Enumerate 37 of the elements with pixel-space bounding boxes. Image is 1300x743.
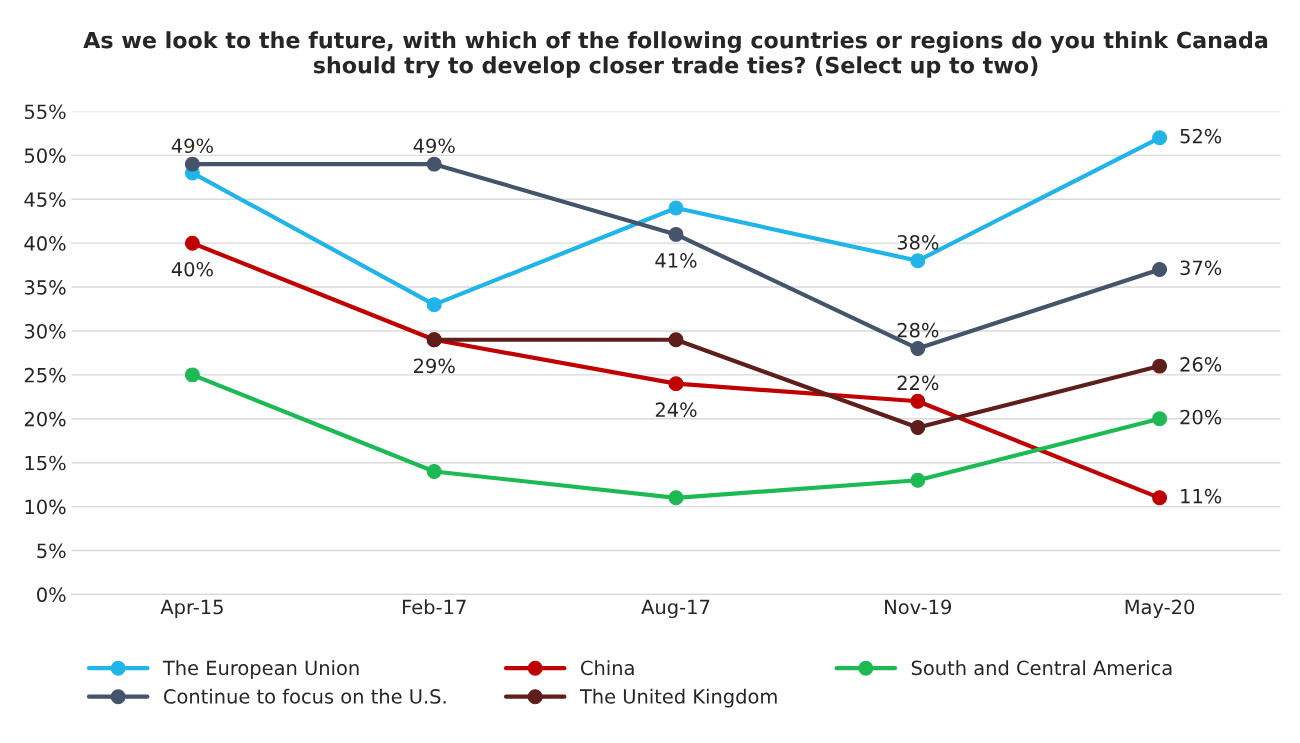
y-tick-label: 5% — [37, 543, 66, 559]
data-label: 49% — [171, 138, 213, 154]
y-tick-label: 55% — [24, 104, 66, 120]
data-label: 24% — [655, 402, 697, 418]
data-label: 38% — [897, 234, 939, 250]
data-label: 20% — [1180, 409, 1222, 425]
data-label: 26% — [1180, 357, 1222, 372]
x-tick-label: May-20 — [1125, 599, 1195, 619]
y-tick-label: 40% — [24, 236, 66, 251]
y-tick-label: 15% — [25, 455, 66, 471]
y-tick-label: 10% — [25, 499, 66, 515]
y-tick-label: 30% — [24, 323, 66, 339]
y-tick-label: 45% — [24, 192, 66, 207]
data-label: 40% — [171, 261, 213, 277]
x-tick-label: Feb-17 — [403, 599, 466, 615]
y-tick-label: 25% — [24, 367, 66, 383]
y-tick-label: 0% — [37, 587, 66, 603]
legend-label: China — [581, 660, 634, 676]
x-tick-label: Apr-15 — [160, 599, 223, 619]
legend-label: Continue to focus on the U.S. — [163, 688, 446, 704]
chart-title: As we look to the future, with which of the following countries or regions do you think Canada should try to develop closer trade ties? (Select up to two) — [83, 31, 1268, 78]
legend-label: The European Union — [162, 660, 359, 680]
data-label: 49% — [413, 138, 455, 154]
data-label: 11% — [1181, 488, 1222, 504]
data-label: 29% — [414, 358, 455, 374]
data-label: 41% — [655, 253, 697, 268]
y-tick-label: 20% — [24, 411, 66, 427]
legend-label: The United Kingdom — [579, 688, 777, 708]
y-tick-label: 50% — [24, 148, 66, 164]
y-tick-label: 35% — [24, 280, 66, 295]
data-label: 37% — [1180, 260, 1222, 276]
legend-label: South and Central America — [911, 660, 1172, 676]
x-tick-label: Nov-19 — [885, 599, 952, 615]
data-label: 28% — [897, 322, 939, 338]
data-label: 22% — [897, 375, 939, 391]
x-tick-label: Aug-17 — [641, 599, 710, 619]
data-label: 52% — [1180, 128, 1222, 144]
